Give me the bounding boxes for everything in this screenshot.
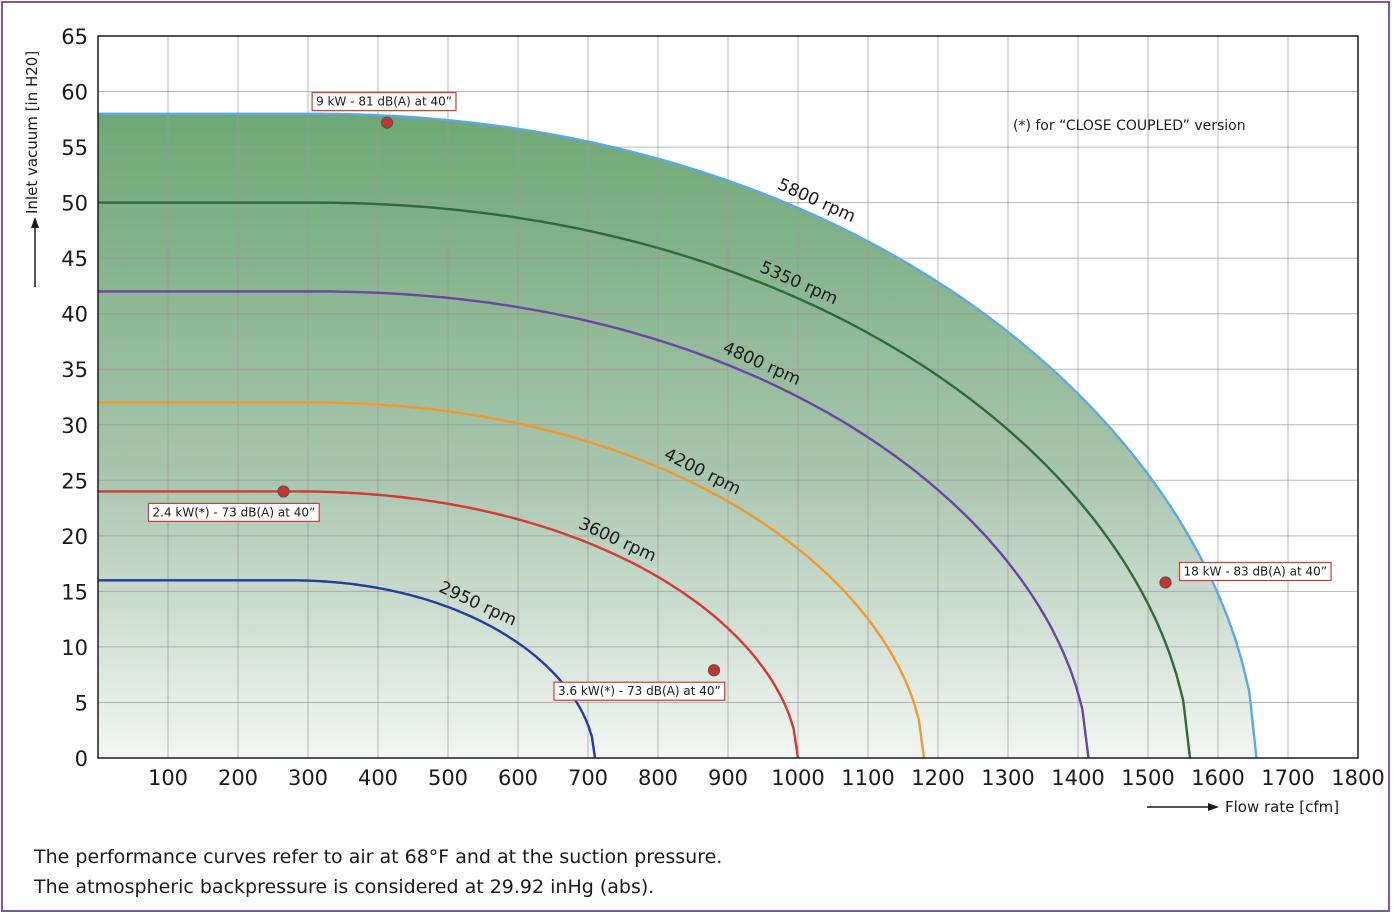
plot-border: [97, 35, 1359, 759]
y-tick-label: 10: [61, 636, 88, 660]
footnote-1: The performance curves refer to air at 6…: [34, 846, 723, 868]
y-tick-label: 5: [75, 691, 88, 715]
callout-box: [311, 92, 457, 112]
x-tick-label: 1300: [981, 766, 1034, 790]
y-axis-label: Inlet vacuum [in H20]: [23, 51, 41, 214]
callout: 3.6 kW(*) - 73 dB(A) at 40”: [553, 664, 726, 701]
footnote-2: The atmospheric backpressure is consider…: [34, 876, 655, 898]
close-coupled-note: (*) for “CLOSE COUPLED” version: [1013, 118, 1246, 134]
x-tick-label: 500: [428, 766, 468, 790]
grid: [98, 35, 1359, 759]
y-tick-label: 35: [61, 358, 88, 382]
x-tick-label: 100: [148, 766, 188, 790]
y-tick-label: 30: [61, 414, 88, 438]
x-tick-label: 900: [708, 766, 748, 790]
callout-box: [553, 681, 726, 701]
operating-point: [707, 664, 721, 677]
callout-text: 9 kW - 81 dB(A) at 40”: [316, 95, 452, 109]
y-tick-label: 50: [61, 192, 88, 216]
axes: 0 5 10 15 20 25 30 35 40 45 50 55 60 65 100 200 300 400 50…: [61, 25, 1384, 790]
footnotes: The performance curves refer to air at 6…: [34, 842, 722, 902]
y-tick-label: 45: [61, 247, 88, 271]
curve-4200-rpm: [98, 401, 926, 759]
callouts: 9 kW - 81 dB(A) at 40” 2.4 kW(*) - 73 dB(…: [147, 92, 1332, 701]
operating-area-fill: [98, 113, 1257, 759]
x-tick-label: 1500: [1121, 766, 1174, 790]
y-tick-label: 60: [61, 81, 88, 105]
y-tick-label: 0: [75, 747, 88, 771]
callout: 18 kW - 83 dB(A) at 40”: [1159, 561, 1332, 589]
y-tick-label: 55: [61, 136, 88, 160]
callout-box: [1178, 561, 1332, 582]
performance-chart: 0 5 10 15 20 25 30 35 40 45 50 55 60 65 100 200 300 400 50…: [23, 25, 1385, 816]
x-tick-label: 800: [638, 766, 678, 790]
y-axis-title: Inlet vacuum [in H20]: [23, 51, 41, 287]
y-tick-label: 40: [61, 303, 88, 327]
operating-point: [381, 116, 394, 129]
y-tick-label: 15: [61, 580, 88, 604]
callout-box: [147, 502, 320, 523]
curve-3600-rpm: [98, 490, 800, 759]
x-axis-arrowhead: [1208, 803, 1219, 811]
x-axis-label: Flow rate [cfm]: [1225, 798, 1339, 816]
curves: [98, 112, 1258, 759]
curve-4800-rpm: [98, 290, 1090, 759]
callout: 2.4 kW(*) - 73 dB(A) at 40”: [147, 485, 320, 523]
x-tick-label: 200: [218, 766, 258, 790]
x-axis-title: Flow rate [cfm]: [1147, 798, 1339, 816]
x-tick-label: 1800: [1331, 766, 1384, 790]
x-tick-label: 700: [568, 766, 608, 790]
operating-area: [98, 113, 1257, 759]
x-tick-label: 1400: [1051, 766, 1104, 790]
callout-text: 18 kW - 83 dB(A) at 40”: [1184, 564, 1328, 578]
y-tick-label: 25: [61, 469, 88, 493]
x-tick-label: 1700: [1261, 766, 1314, 790]
x-tick-label: 1600: [1191, 766, 1244, 790]
curve-5350-rpm: [98, 201, 1192, 759]
y-tick-label: 20: [61, 525, 88, 549]
x-tick-label: 600: [498, 766, 538, 790]
curve-2950-rpm: [98, 579, 597, 759]
x-tick-label: 1000: [771, 766, 824, 790]
x-tick-label: 300: [288, 766, 328, 790]
y-axis-arrowhead: [31, 217, 39, 228]
callout-text: 3.6 kW(*) - 73 dB(A) at 40”: [558, 684, 721, 698]
y-tick-label: 65: [61, 25, 88, 49]
x-tick-label: 400: [358, 766, 398, 790]
curve-5800-rpm: [98, 112, 1258, 759]
callout-text: 2.4 kW(*) - 73 dB(A) at 40”: [153, 505, 316, 519]
x-tick-label: 1200: [911, 766, 964, 790]
x-tick-label: 1100: [841, 766, 894, 790]
callout: 9 kW - 81 dB(A) at 40”: [311, 92, 457, 129]
operating-point: [277, 485, 290, 498]
operating-point: [1159, 576, 1172, 589]
